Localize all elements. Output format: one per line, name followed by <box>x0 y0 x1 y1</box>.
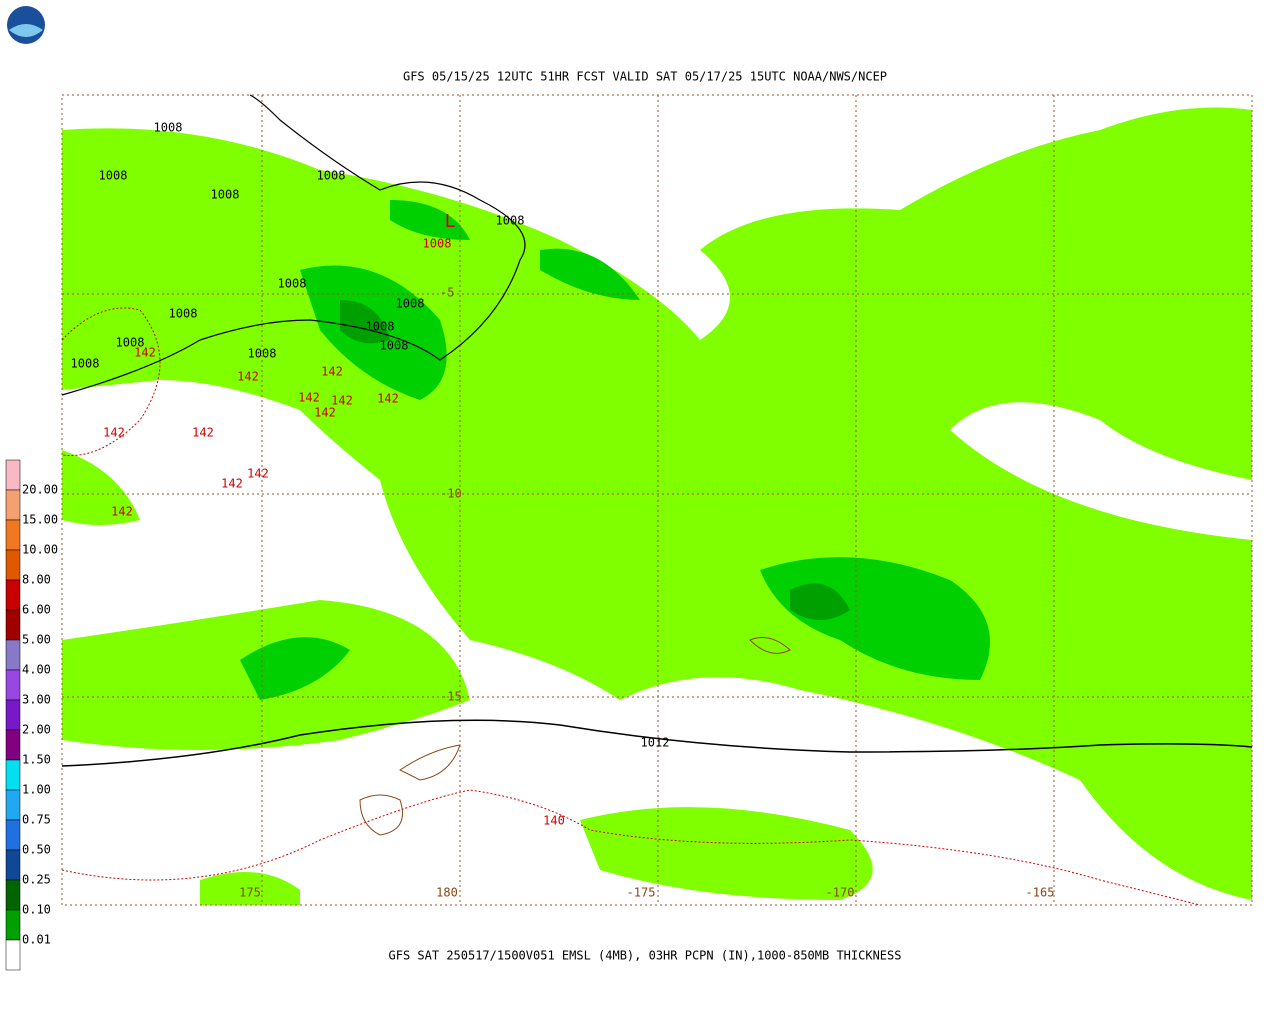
map-frame <box>61 94 1253 906</box>
isobar-label: 1008 <box>154 121 183 135</box>
legend-label: 0.75 <box>22 813 51 827</box>
isobar-label: 1008 <box>278 277 307 291</box>
legend-label: 1.00 <box>22 783 51 797</box>
legend-swatch <box>5 549 21 581</box>
noaa-logo-wave <box>9 24 43 37</box>
isobar-label: 1008 <box>366 320 395 334</box>
legend-swatch <box>5 759 21 791</box>
legend-swatch <box>5 699 21 731</box>
legend-swatch <box>5 459 21 491</box>
legend-label: 15.00 <box>22 513 58 527</box>
precip-light <box>62 107 1252 905</box>
legend-swatch <box>5 939 21 971</box>
lon-label: -165 <box>1026 886 1055 900</box>
thickness-label: 142 <box>331 394 353 408</box>
isobar-label: 1008 <box>380 339 409 353</box>
lon-label: -175 <box>627 886 656 900</box>
legend-swatch <box>5 879 21 911</box>
legend-swatch <box>5 669 21 701</box>
isobar-label: 1012 <box>641 736 670 750</box>
legend-label: 20.00 <box>22 483 58 497</box>
thickness-label: 142 <box>247 467 269 481</box>
legend-label: 6.00 <box>22 603 51 617</box>
isobar-label: 1008 <box>169 307 198 321</box>
thickness-label: 142 <box>314 406 336 420</box>
map-title: GFS 05/15/25 12UTC 51HR FCST VALID SAT 0… <box>403 70 887 84</box>
grid <box>61 94 1253 906</box>
thickness-line <box>61 307 161 457</box>
legend-label: 0.50 <box>22 843 51 857</box>
map-caption: GFS SAT 250517/1500V051 EMSL (4MB), 03HR… <box>389 949 902 963</box>
isobar-label: 1008 <box>496 214 525 228</box>
lat-label: -5 <box>440 286 454 300</box>
legend-swatch <box>5 849 21 881</box>
legend-swatch <box>5 519 21 551</box>
legend-label: 4.00 <box>22 663 51 677</box>
lon-label: 175 <box>239 886 261 900</box>
isobar <box>61 719 1253 767</box>
thickness-label: 142 <box>192 426 214 440</box>
legend-swatch <box>5 609 21 641</box>
thickness-line <box>61 789 1201 906</box>
isobar <box>61 94 526 396</box>
legend-label: 3.00 <box>22 693 51 707</box>
low-center-label: 1008 <box>423 237 452 251</box>
legend-label: 0.01 <box>22 933 51 947</box>
legend-label: 0.10 <box>22 903 51 917</box>
thickness-label: 142 <box>221 477 243 491</box>
lat-label: -10 <box>440 487 462 501</box>
legend-swatch <box>5 639 21 671</box>
isobar-label: 1008 <box>211 188 240 202</box>
legend-swatch <box>5 729 21 761</box>
thickness-label: 142 <box>103 426 125 440</box>
thickness-label: 142 <box>377 392 399 406</box>
thickness-label: 142 <box>321 365 343 379</box>
lat-label: -15 <box>440 690 462 704</box>
coastline <box>359 637 791 836</box>
isobar-label: 1008 <box>99 169 128 183</box>
legend-label: 1.50 <box>22 753 51 767</box>
legend-swatch <box>5 819 21 851</box>
isobar-label: 1008 <box>396 297 425 311</box>
isobar-label: 1008 <box>317 169 346 183</box>
thickness-label: 140 <box>543 814 565 828</box>
low-center-label: L <box>445 211 456 232</box>
thickness-label: 142 <box>298 391 320 405</box>
legend-label: 8.00 <box>22 573 51 587</box>
isobar-label: 1008 <box>116 336 145 350</box>
lon-label: -170 <box>826 886 855 900</box>
legend-swatch <box>5 789 21 821</box>
lon-label: 180 <box>436 886 458 900</box>
legend-swatch <box>5 579 21 611</box>
legend-label: 0.25 <box>22 873 51 887</box>
thickness-label: 142 <box>134 346 156 360</box>
legend-swatch <box>5 909 21 941</box>
isobar-label: 1008 <box>248 347 277 361</box>
legend-label: 5.00 <box>22 633 51 647</box>
legend-label: 2.00 <box>22 723 51 737</box>
contours <box>61 94 1253 906</box>
thickness-label: 142 <box>237 370 259 384</box>
thickness-label: 142 <box>111 505 133 519</box>
legend-swatch <box>5 489 21 521</box>
legend-label: 10.00 <box>22 543 58 557</box>
isobar-label: 1008 <box>71 357 100 371</box>
